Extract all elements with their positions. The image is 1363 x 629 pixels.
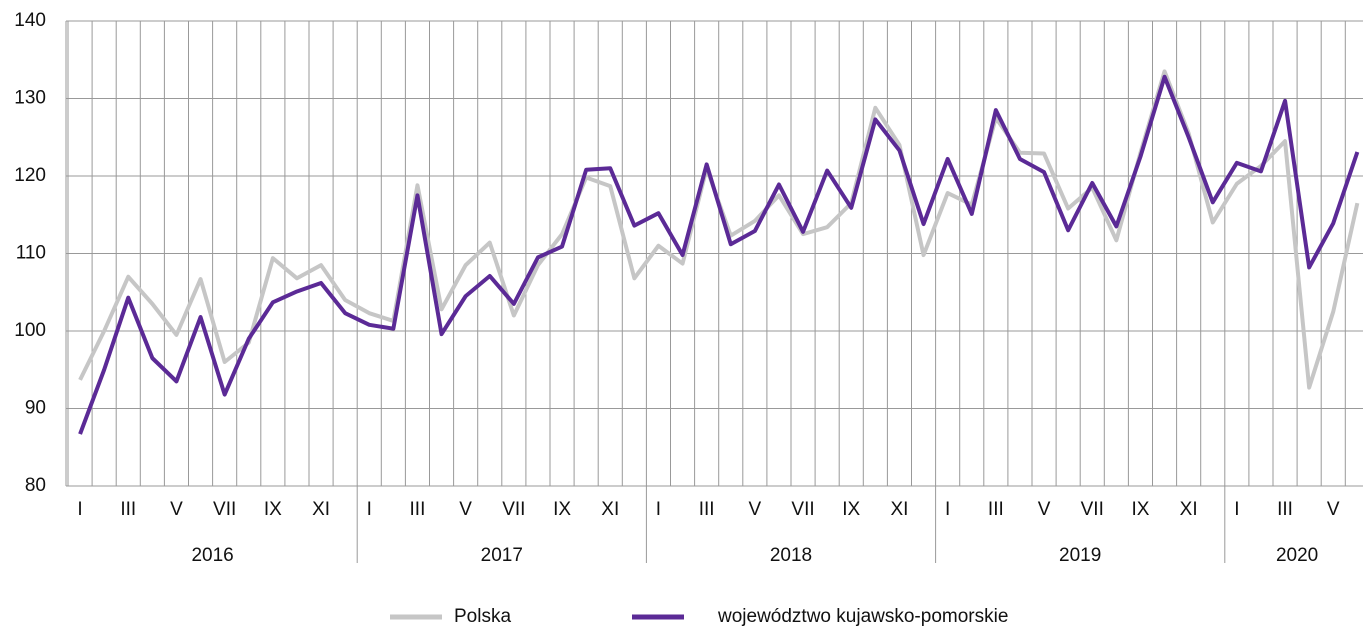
- year-label: 2018: [770, 545, 812, 566]
- x-tick-label: IX: [842, 499, 860, 520]
- x-tick-label: I: [945, 499, 950, 520]
- x-tick-label: I: [367, 499, 372, 520]
- x-tick-label: I: [1234, 499, 1239, 520]
- x-tick-label: VII: [213, 499, 236, 520]
- y-tick-label: 140: [14, 10, 46, 31]
- y-tick-label: 90: [25, 398, 46, 419]
- x-tick-label: III: [120, 499, 136, 520]
- x-tick-label: V: [749, 499, 762, 520]
- year-label: 2017: [481, 545, 523, 566]
- year-label: 2020: [1276, 545, 1318, 566]
- x-tick-label: XI: [890, 499, 908, 520]
- x-tick-label: V: [459, 499, 472, 520]
- x-tick-label: III: [699, 499, 715, 520]
- x-tick-label: XI: [312, 499, 330, 520]
- legend-label: Polska: [454, 606, 511, 627]
- x-tick-label: V: [1038, 499, 1051, 520]
- x-tick-label: III: [1277, 499, 1293, 520]
- y-tick-label: 130: [14, 88, 46, 109]
- x-tick-label: IX: [264, 499, 282, 520]
- x-tick-label: VII: [1081, 499, 1104, 520]
- y-tick-label: 100: [14, 320, 46, 341]
- x-tick-label: V: [1327, 499, 1340, 520]
- x-tick-label: IX: [1131, 499, 1149, 520]
- x-tick-label: V: [170, 499, 183, 520]
- x-tick-label: VII: [502, 499, 525, 520]
- x-tick-label: XI: [601, 499, 619, 520]
- x-tick-label: XI: [1180, 499, 1198, 520]
- y-tick-label: 110: [16, 243, 46, 264]
- x-tick-label: IX: [553, 499, 571, 520]
- x-tick-label: I: [656, 499, 661, 520]
- x-tick-label: III: [988, 499, 1004, 520]
- year-label: 2016: [191, 545, 233, 566]
- legend-label: województwo kujawsko-pomorskie: [717, 606, 1008, 627]
- x-tick-label: I: [77, 499, 82, 520]
- x-tick-label: VII: [791, 499, 814, 520]
- year-label: 2019: [1059, 545, 1101, 566]
- series-line: [78, 74, 1360, 435]
- x-tick-label: III: [410, 499, 426, 520]
- y-tick-label: 80: [25, 475, 46, 496]
- y-tick-label: 120: [14, 165, 46, 186]
